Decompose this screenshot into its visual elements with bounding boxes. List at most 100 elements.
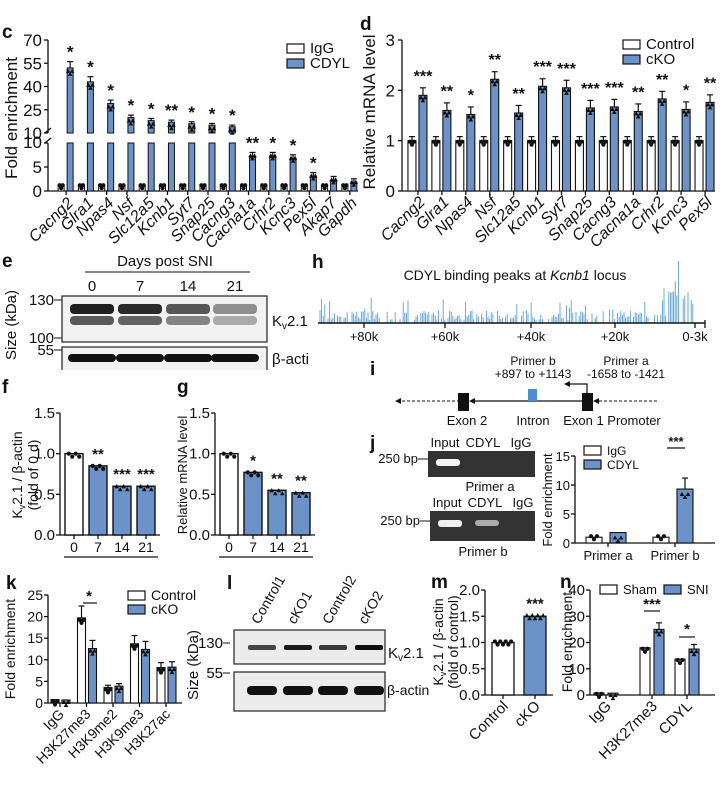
primer-a-name: Primer a bbox=[603, 354, 649, 368]
data-point bbox=[649, 142, 654, 147]
significance-marker: ** bbox=[92, 446, 104, 463]
data-point bbox=[540, 89, 545, 94]
data-point bbox=[535, 613, 540, 618]
y-tick-label: 0.5 bbox=[189, 486, 210, 503]
data-point bbox=[640, 646, 645, 651]
data-point bbox=[61, 699, 67, 704]
x-tick-label: 21 bbox=[293, 539, 309, 555]
data-point bbox=[141, 649, 146, 654]
bar-cdyl-lower bbox=[127, 142, 135, 192]
data-point bbox=[148, 487, 154, 492]
data-point bbox=[351, 182, 357, 187]
data-point bbox=[433, 142, 438, 147]
lane-label: 7 bbox=[136, 278, 144, 295]
lane-label: 21 bbox=[227, 278, 244, 295]
bar-cdyl-lower bbox=[66, 142, 74, 192]
legend-control-swatch bbox=[622, 39, 641, 50]
legend-cko-label: cKO bbox=[646, 51, 675, 68]
significance-marker: * bbox=[250, 452, 256, 469]
bar-sham bbox=[674, 658, 686, 696]
data-point bbox=[249, 473, 254, 478]
bar-cdyl bbox=[609, 532, 627, 544]
y-tick-label: 1.0 bbox=[34, 446, 55, 463]
significance-marker: ** bbox=[656, 72, 669, 89]
bar-control bbox=[407, 140, 417, 192]
data-point bbox=[601, 142, 606, 147]
data-point bbox=[67, 71, 73, 76]
panel-label-l: l bbox=[227, 573, 232, 594]
bar-cdyl-lower bbox=[188, 142, 196, 192]
data-point bbox=[353, 179, 359, 184]
significance-marker: *** bbox=[533, 59, 552, 76]
data-point bbox=[470, 114, 476, 119]
bar-control bbox=[550, 140, 561, 192]
data-point bbox=[169, 669, 175, 675]
data-point bbox=[148, 124, 154, 129]
significance-marker: * bbox=[148, 99, 155, 118]
significance-marker: * bbox=[468, 87, 475, 104]
lane-label: cKO1 bbox=[284, 588, 315, 627]
kv21-band-upper bbox=[213, 304, 257, 314]
data-point bbox=[105, 690, 111, 695]
data-point bbox=[116, 688, 122, 694]
bar bbox=[267, 489, 287, 536]
data-point bbox=[222, 183, 227, 188]
bar-control bbox=[670, 140, 680, 192]
data-point bbox=[532, 616, 538, 621]
y-tick-label: 0 bbox=[563, 536, 570, 551]
data-point bbox=[329, 177, 334, 182]
data-point bbox=[250, 156, 255, 161]
legend-control-label: Control bbox=[646, 36, 694, 53]
data-point bbox=[167, 666, 173, 672]
data-point bbox=[128, 121, 134, 126]
data-point bbox=[651, 139, 656, 144]
y-axis-label: Relative mRNA level bbox=[360, 35, 379, 190]
bar bbox=[491, 641, 515, 696]
data-point bbox=[158, 670, 164, 675]
data-point bbox=[610, 695, 616, 701]
data-point bbox=[538, 86, 543, 91]
bar-control bbox=[479, 140, 489, 192]
data-point bbox=[141, 183, 146, 188]
significance-marker: * bbox=[229, 106, 236, 125]
data-point bbox=[594, 691, 599, 696]
data-point bbox=[227, 127, 233, 132]
data-point bbox=[518, 112, 523, 117]
data-point bbox=[698, 139, 704, 144]
data-point bbox=[303, 493, 309, 498]
bar-cko bbox=[681, 108, 691, 192]
y-tick-label: 1.5 bbox=[34, 405, 55, 422]
data-point bbox=[661, 534, 667, 539]
data-point bbox=[514, 112, 519, 117]
data-point bbox=[691, 651, 697, 657]
data-point bbox=[270, 156, 276, 161]
intron-label: Intron bbox=[516, 413, 549, 428]
legend-cko-swatch bbox=[622, 54, 641, 65]
gel-size-label: 250 bp bbox=[380, 513, 420, 528]
bar-cko bbox=[87, 648, 98, 704]
tss-arrow-head-icon bbox=[564, 381, 570, 387]
data-point bbox=[263, 183, 268, 188]
kv21-band bbox=[319, 645, 347, 650]
data-point bbox=[490, 79, 496, 84]
size-marker: 130 bbox=[198, 635, 223, 652]
significance-marker: * bbox=[269, 133, 276, 152]
y-tick-label: 0.5 bbox=[459, 661, 480, 678]
data-point bbox=[65, 68, 71, 73]
data-point bbox=[292, 155, 298, 160]
gel-lane-label: IgG bbox=[511, 435, 532, 450]
data-point bbox=[269, 488, 275, 493]
significance-marker: * bbox=[683, 82, 690, 99]
y-tick-label: 15 bbox=[27, 630, 43, 646]
data-point bbox=[248, 153, 253, 158]
significance-marker: ** bbox=[246, 133, 260, 152]
data-point bbox=[555, 139, 560, 144]
bar-control bbox=[598, 140, 608, 192]
axis-break-mark bbox=[44, 127, 52, 134]
significance-marker: *** bbox=[557, 61, 576, 78]
bar bbox=[136, 485, 156, 536]
